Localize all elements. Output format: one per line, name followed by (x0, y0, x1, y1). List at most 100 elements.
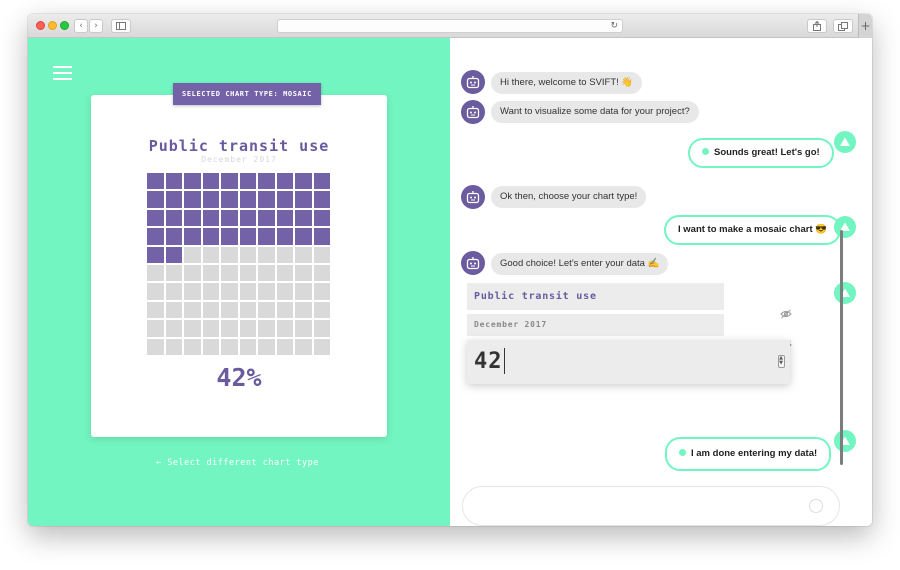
mosaic-cell-empty (184, 338, 201, 355)
chart-title: Public transit use (148, 137, 330, 155)
chat-input[interactable] (462, 486, 840, 526)
mosaic-cell-empty (313, 301, 330, 319)
chat-scrollbar[interactable] (840, 230, 843, 465)
mosaic-cell-empty (239, 320, 256, 337)
mosaic-cell-empty (313, 283, 330, 300)
mosaic-cell-empty (258, 320, 275, 337)
reload-icon[interactable]: ↻ (610, 21, 618, 31)
mosaic-cell-empty (147, 264, 164, 282)
mosaic-cell-empty (184, 320, 201, 337)
mosaic-cell-filled (313, 209, 330, 227)
mosaic-cell-empty (276, 320, 293, 337)
mosaic-cell-empty (295, 301, 312, 319)
new-tab-button[interactable]: + (858, 14, 872, 38)
bot-avatar (461, 185, 485, 209)
mosaic-cell-empty (202, 264, 219, 282)
chart-value: 42% (216, 363, 262, 392)
mosaic-cell-empty (202, 283, 219, 300)
mosaic-cell-empty (258, 283, 275, 300)
user-avatar (834, 216, 856, 238)
mosaic-cell-filled (313, 173, 330, 190)
back-icon[interactable]: ‹ (74, 19, 88, 33)
mosaic-cell-filled (165, 191, 182, 208)
forward-icon[interactable]: › (89, 19, 103, 33)
mosaic-cell-filled (184, 173, 201, 190)
hamburger-icon[interactable] (53, 66, 72, 80)
mosaic-cell-filled (202, 173, 219, 190)
bot-message: Ok then, choose your chart type! (491, 186, 647, 208)
zoom-window-button[interactable] (60, 21, 69, 30)
mosaic-cell-filled (276, 191, 293, 208)
sidebar-toggle-icon[interactable] (111, 19, 131, 33)
mosaic-cell-filled (147, 246, 164, 263)
mosaic-cell-filled (313, 228, 330, 245)
close-window-button[interactable] (36, 21, 45, 30)
mosaic-cell-filled (202, 209, 219, 227)
mosaic-cell-filled (165, 173, 182, 190)
bot-avatar (461, 70, 485, 94)
mosaic-cell-empty (239, 283, 256, 300)
send-icon[interactable] (809, 499, 823, 513)
mosaic-cell-empty (165, 283, 182, 300)
mosaic-cell-empty (147, 320, 164, 337)
mosaic-cell-empty (184, 264, 201, 282)
mosaic-cell-filled (165, 246, 182, 263)
mosaic-cell-filled (239, 209, 256, 227)
mosaic-cell-empty (221, 301, 238, 319)
number-stepper[interactable]: ▲ ▼ (778, 355, 785, 368)
mosaic-cell-empty (221, 246, 238, 263)
mosaic-cell-empty (313, 320, 330, 337)
chart-subtitle-input[interactable]: December 2017 (467, 314, 724, 336)
mosaic-cell-filled (184, 209, 201, 227)
mosaic-cell-filled (165, 228, 182, 245)
mosaic-cell-empty (239, 338, 256, 355)
mosaic-cell-filled (258, 228, 275, 245)
mosaic-cell-empty (258, 338, 275, 355)
mosaic-cell-empty (202, 320, 219, 337)
mosaic-cell-filled (276, 228, 293, 245)
chart-title-input[interactable]: Public transit use (467, 283, 724, 310)
mosaic-cell-filled (147, 173, 164, 190)
mosaic-cell-empty (221, 338, 238, 355)
chart-value-input[interactable]: 42 ▲ ▼ (467, 340, 790, 384)
select-different-chart-type-link[interactable]: ← Select different chart type (156, 458, 319, 468)
mosaic-cell-filled (295, 228, 312, 245)
tabs-overview-icon[interactable] (833, 19, 853, 33)
mosaic-cell-empty (276, 301, 293, 319)
mosaic-cell-filled (221, 191, 238, 208)
mosaic-cell-empty (295, 264, 312, 282)
mosaic-cell-empty (184, 246, 201, 263)
bot-avatar (461, 251, 485, 275)
mosaic-cell-empty (258, 264, 275, 282)
mosaic-cell-empty (165, 264, 182, 282)
minimize-window-button[interactable] (48, 21, 57, 30)
mosaic-cell-empty (202, 301, 219, 319)
mosaic-cell-empty (276, 283, 293, 300)
mosaic-cell-empty (313, 338, 330, 355)
bot-message: Good choice! Let's enter your data ✍️ (491, 253, 669, 275)
address-bar[interactable]: ↻ (277, 19, 623, 33)
selected-chart-type-badge: SELECTED CHART TYPE: MOSAIC (173, 83, 321, 105)
text-caret (503, 348, 505, 374)
mosaic-cell-empty (147, 301, 164, 319)
bot-message: Hi there, welcome to SVIFT! 👋 (491, 72, 643, 94)
mosaic-cell-empty (202, 338, 219, 355)
mosaic-cell-filled (147, 209, 164, 227)
status-dot (702, 148, 709, 155)
visibility-off-icon[interactable] (780, 309, 792, 319)
triangle-icon (840, 137, 850, 146)
mosaic-chart (147, 173, 330, 355)
browser-toolbar: ‹ › ↻ + (28, 14, 872, 38)
mosaic-cell-empty (147, 283, 164, 300)
mosaic-cell-empty (239, 246, 256, 263)
mosaic-cell-filled (295, 209, 312, 227)
mosaic-cell-empty (165, 320, 182, 337)
mosaic-cell-filled (147, 191, 164, 208)
share-icon[interactable] (807, 19, 827, 33)
mosaic-cell-empty (147, 338, 164, 355)
user-avatar (834, 282, 856, 304)
mosaic-cell-filled (221, 228, 238, 245)
triangle-icon (840, 222, 850, 231)
mosaic-cell-empty (258, 246, 275, 263)
user-avatar (834, 131, 856, 153)
